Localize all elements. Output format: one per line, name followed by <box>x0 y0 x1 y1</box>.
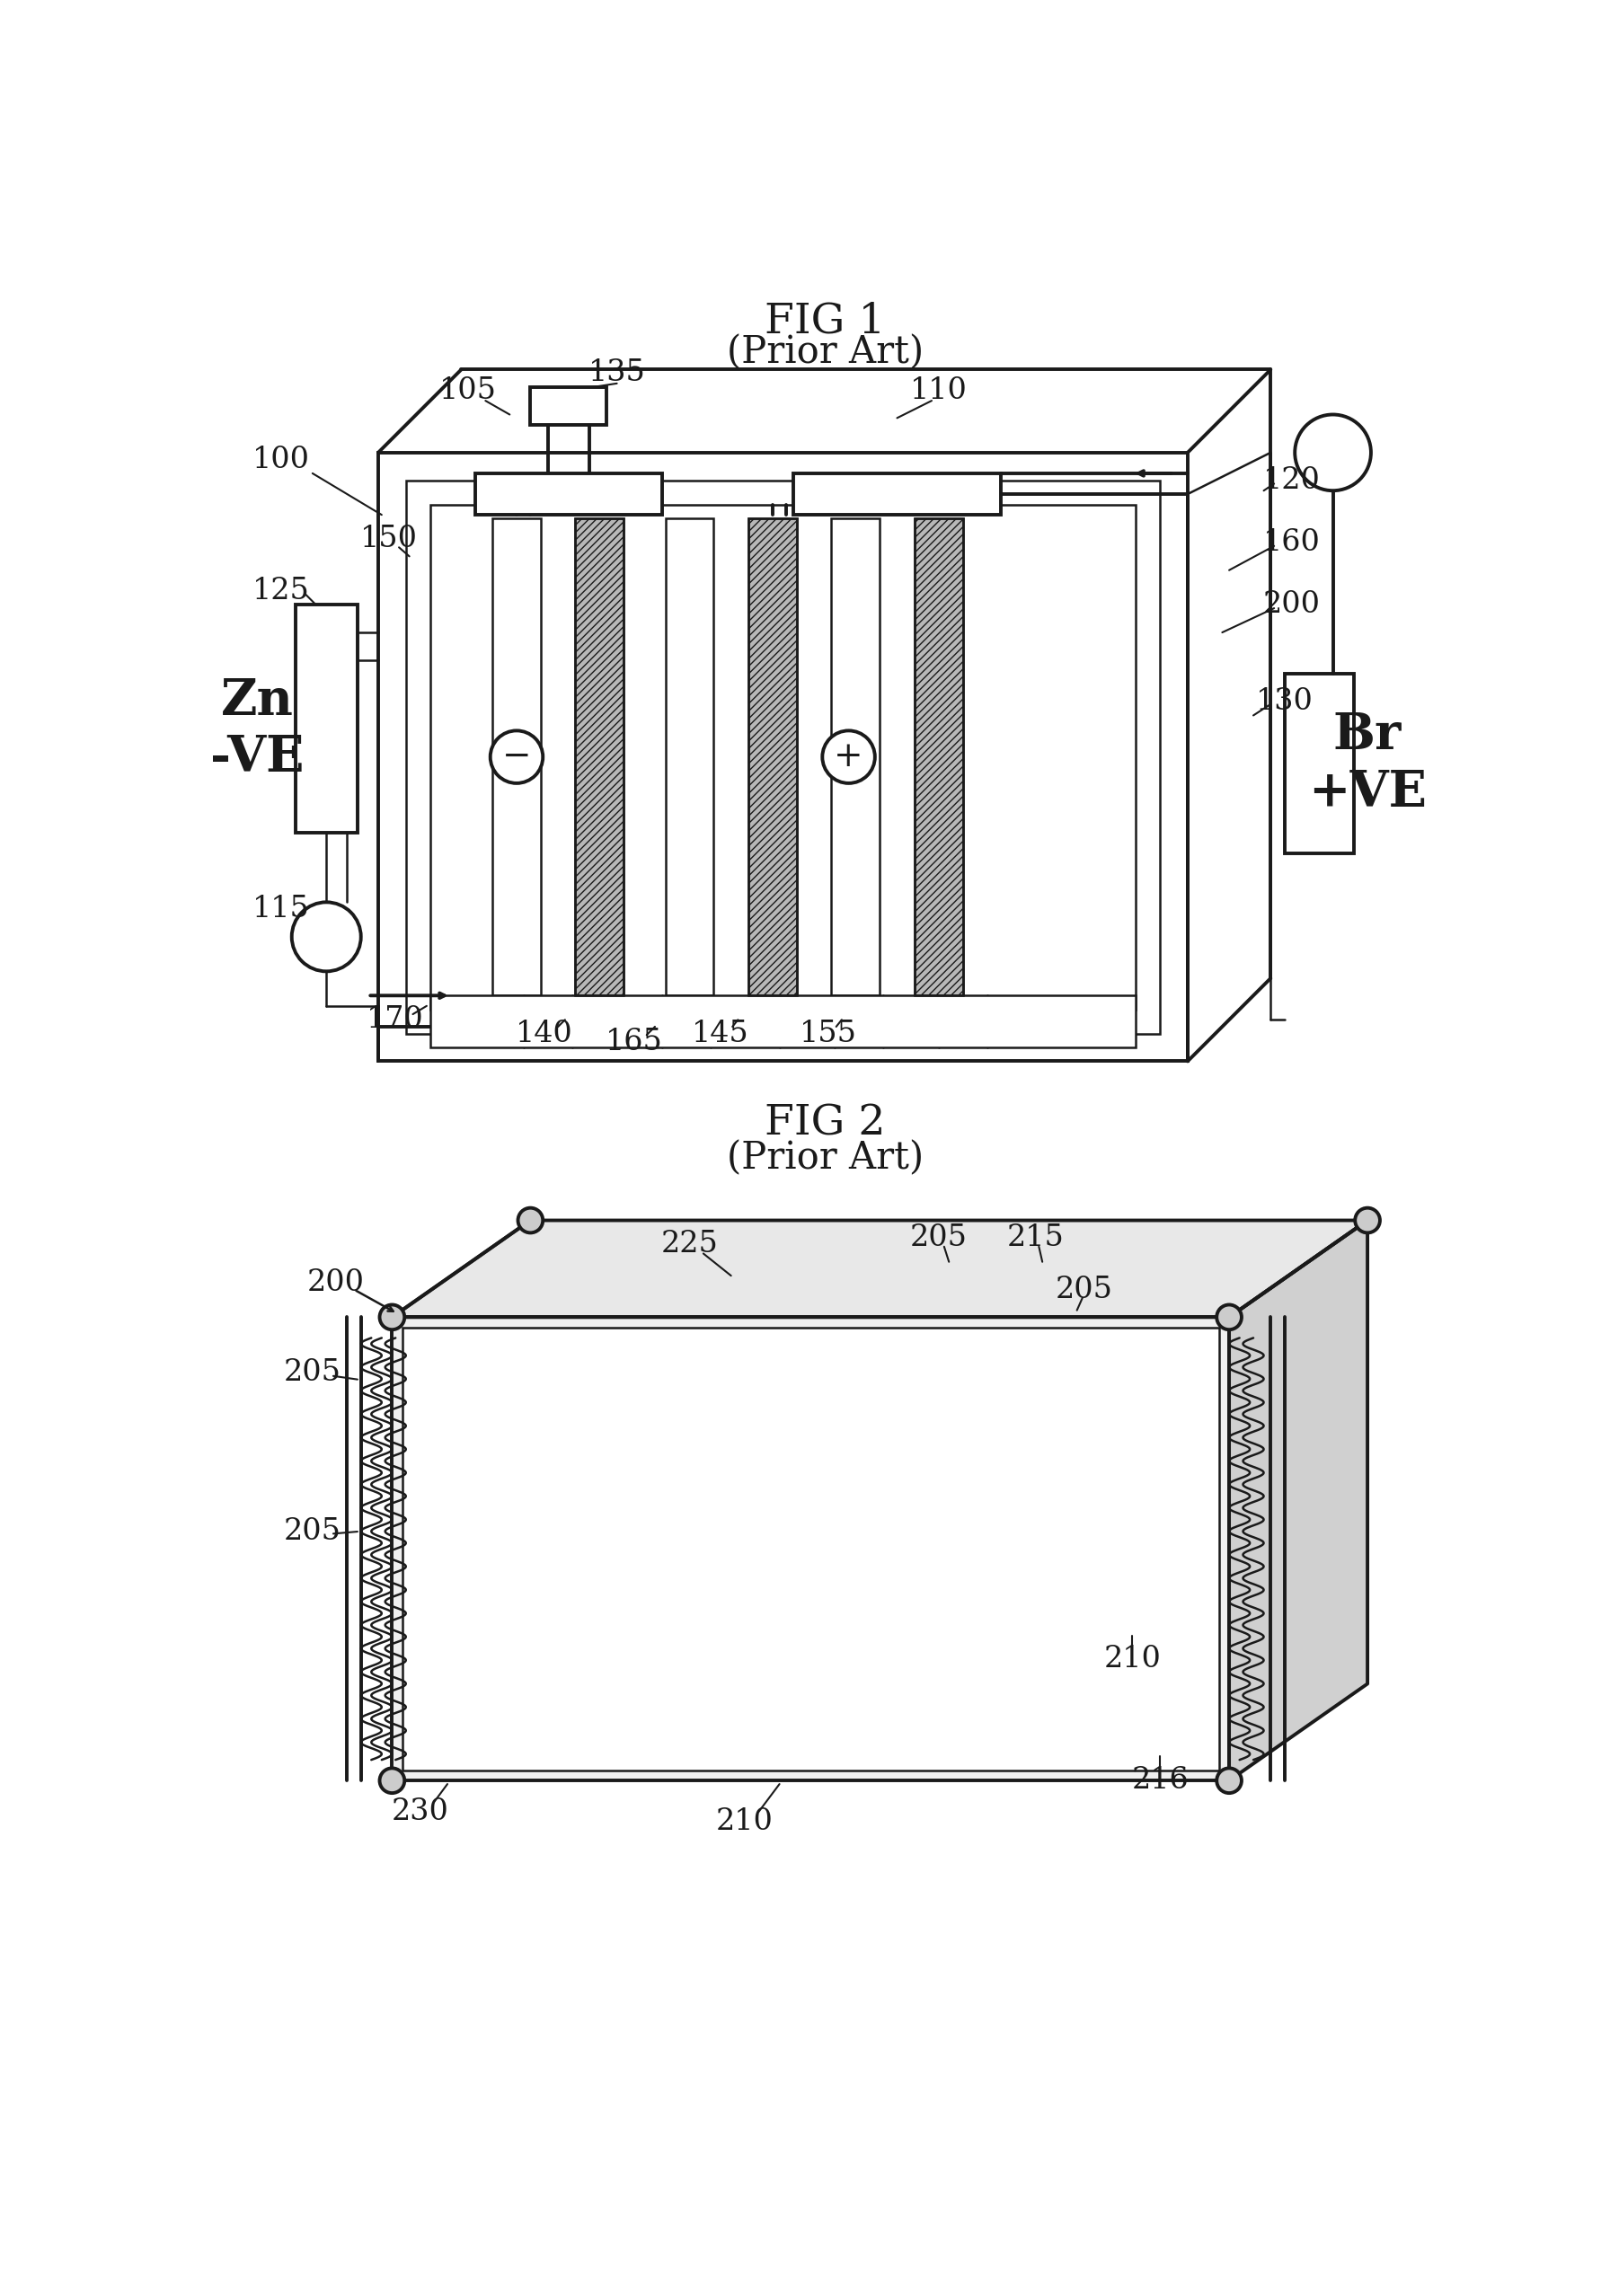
Circle shape <box>380 1768 404 1793</box>
Polygon shape <box>393 1318 1228 1782</box>
Text: 216: 216 <box>1132 1766 1188 1795</box>
Circle shape <box>518 1208 543 1233</box>
Text: 140: 140 <box>515 1019 573 1047</box>
Text: 200: 200 <box>306 1267 364 1297</box>
Circle shape <box>380 1304 404 1329</box>
Text: 160: 160 <box>1262 528 1320 558</box>
Text: 170: 170 <box>367 1006 423 1033</box>
Bar <box>530 388 607 425</box>
Text: 205: 205 <box>910 1224 968 1251</box>
Circle shape <box>491 730 543 783</box>
Bar <box>749 519 797 996</box>
Text: 150: 150 <box>361 526 417 553</box>
Bar <box>430 505 1135 1010</box>
Text: Br
+VE: Br +VE <box>1309 709 1426 817</box>
Bar <box>914 519 963 996</box>
Bar <box>295 604 357 833</box>
Text: −: − <box>502 739 531 774</box>
Text: 115: 115 <box>253 895 311 923</box>
Text: 205: 205 <box>283 1359 341 1387</box>
Bar <box>665 519 713 996</box>
Text: 205: 205 <box>1055 1274 1113 1304</box>
Text: +: + <box>834 739 863 774</box>
Polygon shape <box>393 1221 1367 1318</box>
Text: (Prior Art): (Prior Art) <box>726 333 924 372</box>
Text: 210: 210 <box>1103 1646 1161 1674</box>
Text: 110: 110 <box>910 377 968 404</box>
Circle shape <box>1217 1304 1241 1329</box>
Text: 225: 225 <box>660 1231 718 1258</box>
Text: Zn
-VE: Zn -VE <box>211 675 304 783</box>
Text: 135: 135 <box>588 358 646 388</box>
Text: FIG 1: FIG 1 <box>765 301 886 342</box>
Text: 200: 200 <box>1262 590 1320 620</box>
Circle shape <box>1356 1208 1380 1233</box>
Bar <box>575 519 623 996</box>
Bar <box>475 473 662 514</box>
Bar <box>378 452 1188 1061</box>
Text: FIG 2: FIG 2 <box>765 1102 886 1143</box>
Bar <box>794 473 1001 514</box>
Text: 210: 210 <box>716 1807 773 1837</box>
Polygon shape <box>1228 1221 1367 1782</box>
Text: 165: 165 <box>605 1029 663 1056</box>
Text: 145: 145 <box>692 1019 749 1047</box>
Bar <box>749 519 797 996</box>
Circle shape <box>1294 416 1372 491</box>
Text: 105: 105 <box>440 377 497 404</box>
Bar <box>430 996 1135 1047</box>
Bar <box>914 519 963 996</box>
Bar <box>575 519 623 996</box>
Bar <box>406 480 1159 1033</box>
Text: 155: 155 <box>799 1019 857 1047</box>
Text: 230: 230 <box>391 1798 449 1825</box>
Text: 130: 130 <box>1256 687 1314 716</box>
Bar <box>831 519 879 996</box>
Bar <box>493 519 541 996</box>
Text: 120: 120 <box>1262 466 1320 494</box>
Bar <box>1285 675 1354 854</box>
Circle shape <box>291 902 361 971</box>
Text: 100: 100 <box>253 445 311 473</box>
Text: 215: 215 <box>1006 1224 1064 1251</box>
Text: 205: 205 <box>283 1518 341 1545</box>
Text: 125: 125 <box>253 576 311 606</box>
Bar <box>402 1327 1219 1770</box>
Text: (Prior Art): (Prior Art) <box>726 1139 924 1178</box>
Circle shape <box>1217 1768 1241 1793</box>
Circle shape <box>823 730 874 783</box>
